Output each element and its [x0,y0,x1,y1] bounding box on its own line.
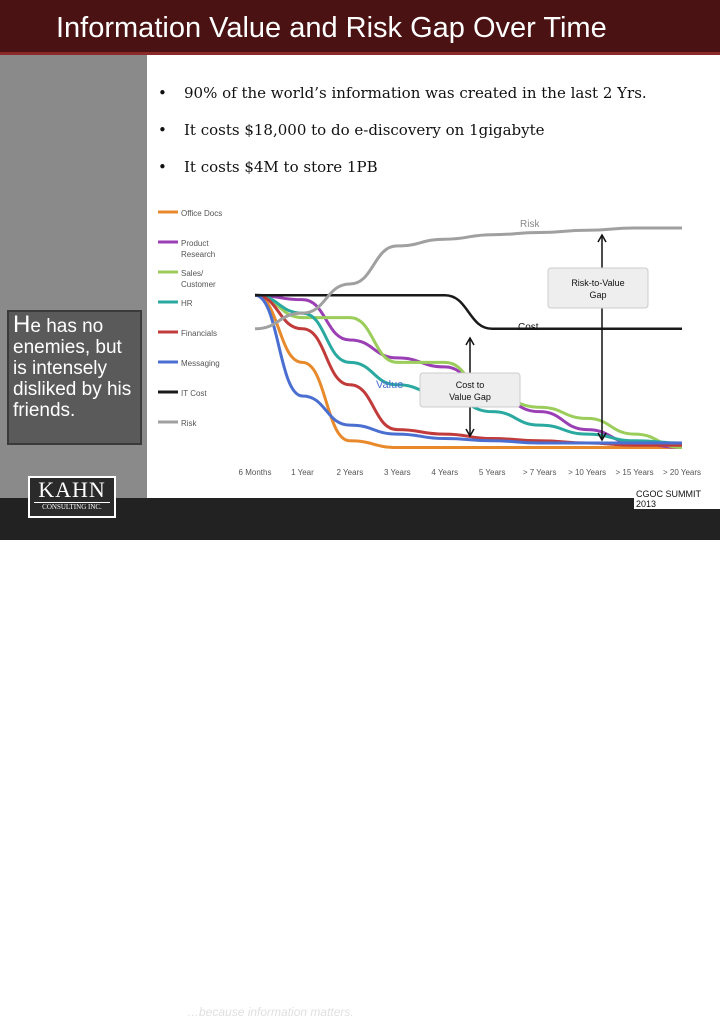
value-risk-chart: Office Docs Product Research Sales/Customer… [150,190,718,490]
x-tick-label: > 10 Years [568,468,606,477]
quote-box: He has no enemies, but is intensely disl… [7,310,142,445]
gap-arrow-head-up [465,336,475,346]
gap-arrow-head-down [597,432,607,442]
x-tick-label: > 20 Years [663,468,701,477]
x-tick-label: 1 Year [291,468,314,477]
legend-label: Risk [181,419,198,428]
bullet-dot: • [158,158,167,176]
risk-to-value-gap-box [547,267,649,309]
kahn-logo: KAHN CONSULTING INC. [28,476,116,518]
risk-label: Risk [520,219,540,230]
quote-text: He has no enemies, but is intensely disl… [9,311,140,422]
risk-to-value-gap-label: Risk-to-Value Gap [571,278,624,300]
legend-label: HR [181,299,193,308]
summit-label: CGOC SUMMIT 2013 [634,489,720,509]
sidebar-panel: He has no enemies, but is intensely disl… [0,55,147,498]
bullet-item: • It costs $4M to store 1PB [158,156,718,193]
bullet-item: • It costs $18,000 to do e-discovery on 1… [158,119,718,156]
title-bar: Information Value and Risk Gap Over Time [0,0,720,55]
bullet-list: • 90% of the world’s information was crea… [158,82,718,193]
legend-label: IT Cost [181,389,207,398]
value-label: Value [376,379,403,391]
series-line-office-docs [254,293,682,450]
bullet-text: It costs $18,000 to do e-discovery on 1g… [184,121,545,139]
gap-arrow-head-up [597,233,607,243]
slide-title: Information Value and Risk Gap Over Time [56,12,607,44]
x-tick-label: > 15 Years [616,468,654,477]
quote-body: e has no enemies, but is intensely disli… [13,316,132,421]
logo-subtitle: CONSULTING INC. [34,502,110,512]
legend-label: Office Docs [181,209,222,218]
legend-label: Messaging [181,359,220,368]
logo-name: KAHN [38,477,106,502]
x-tick-label: 3 Years [384,468,411,477]
x-tick-label: 4 Years [431,468,458,477]
cost-to-value-gap-box [419,372,521,408]
quote-initial: H [13,311,31,338]
series-line-risk [254,226,682,331]
bullet-dot: • [158,121,167,139]
x-tick-label: 6 Months [239,468,272,477]
bullet-item: • 90% of the world’s information was crea… [158,82,718,119]
legend-label: Financials [181,329,217,338]
x-tick-label: 2 Years [337,468,364,477]
bullet-text: 90% of the world’s information was creat… [184,84,647,102]
series-line-sales-customer [254,293,683,450]
x-tick-label: 5 Years [479,468,506,477]
gap-arrow-head-down [465,428,475,438]
series-line-messaging [254,293,682,445]
x-tick-label: > 7 Years [523,468,557,477]
legend-label: Product Research [181,239,215,259]
legend-label: Sales/Customer [181,269,216,289]
tagline: …because information matters. [187,1005,354,1019]
bullet-text: It costs $4M to store 1PB [184,158,378,176]
cost-to-value-gap-label: Cost to Value Gap [449,380,491,402]
bullet-dot: • [158,84,167,102]
cost-label: Cost [518,322,539,333]
